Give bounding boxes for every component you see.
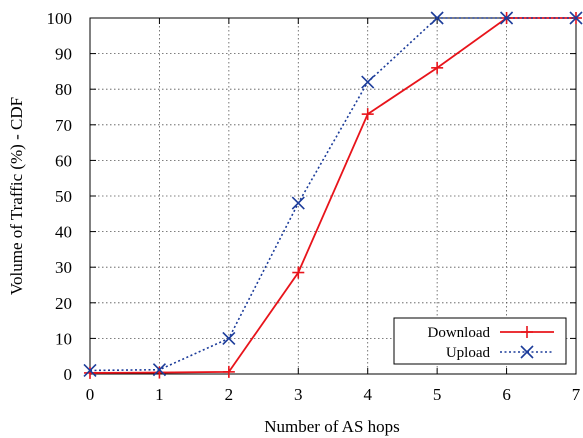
x-tick-label: 4 — [363, 385, 372, 404]
y-tick-label: 70 — [55, 116, 72, 135]
upload-data-point — [430, 11, 444, 25]
x-tick-label: 6 — [502, 385, 511, 404]
download-data-point — [84, 366, 96, 379]
upload-data-point — [152, 363, 166, 377]
legend-label-upload: Upload — [446, 345, 491, 361]
upload-series-line — [89, 17, 576, 372]
upload-data-point — [500, 11, 514, 25]
y-tick-label: 40 — [55, 223, 72, 242]
download-data-point — [153, 366, 166, 379]
x-tick-label: 3 — [294, 385, 303, 404]
download-data-point — [222, 365, 235, 378]
upload-data-point — [222, 331, 236, 345]
y-tick-label: 10 — [55, 329, 72, 348]
x-axis-label: Number of AS hops — [264, 417, 400, 436]
y-tick-label: 80 — [55, 80, 72, 99]
x-tick-label: 2 — [225, 385, 234, 404]
y-tick-label: 50 — [55, 187, 72, 206]
y-tick-label: 60 — [55, 151, 72, 170]
upload-data-point — [291, 196, 305, 210]
legend-label-download: Download — [428, 325, 491, 341]
legend-box — [393, 317, 567, 365]
legend: Download Upload — [393, 317, 567, 365]
upload-data-point — [83, 363, 97, 378]
y-tick-label: 100 — [47, 9, 73, 28]
y-tick-label: 20 — [55, 294, 72, 313]
x-tick-label: 7 — [572, 385, 581, 404]
upload-data-point — [569, 11, 583, 25]
download-series-line — [89, 17, 576, 374]
x-tick-label: 5 — [433, 385, 442, 404]
legend-marker-download — [521, 326, 533, 338]
download-data-point — [361, 108, 374, 121]
upload-data-point — [361, 75, 375, 89]
y-tick-label: 30 — [55, 258, 72, 277]
download-data-point — [431, 61, 444, 74]
y-tick-label: 0 — [64, 365, 73, 384]
series-layer — [83, 11, 583, 379]
x-tick-label: 1 — [155, 385, 164, 404]
y-axis-label: Volume of Traffic (%) - CDF — [7, 97, 26, 295]
x-tick-label: 0 — [86, 385, 95, 404]
download-data-point — [292, 266, 305, 279]
y-tick-label: 90 — [55, 45, 72, 64]
grid-lines — [90, 18, 576, 374]
legend-marker-upload — [520, 345, 534, 359]
